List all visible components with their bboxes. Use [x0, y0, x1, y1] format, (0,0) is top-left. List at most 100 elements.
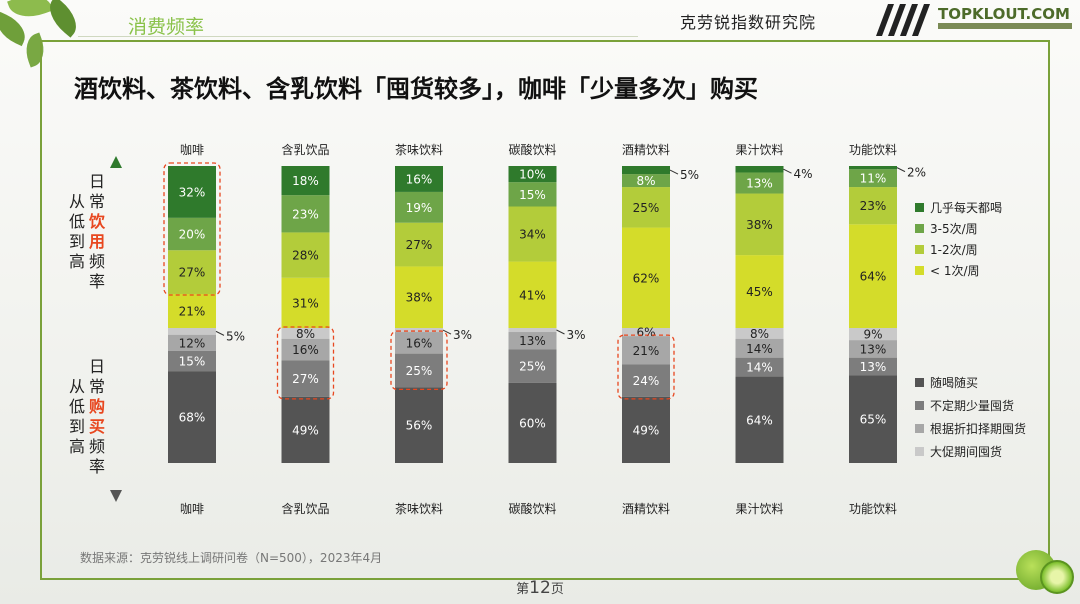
data-label: 27%: [406, 238, 433, 252]
legend-swatch: [915, 378, 924, 387]
bar-segment: [622, 328, 670, 337]
bar-segment: [622, 174, 670, 188]
bar-segment: [849, 224, 897, 328]
page-number: 第12页: [516, 578, 564, 598]
data-label: 16%: [406, 172, 433, 186]
bar-segment: [508, 206, 557, 262]
data-label: 56%: [406, 419, 433, 433]
bar-segment: [849, 166, 897, 170]
leader-line: [783, 168, 792, 174]
usage-axis-label: 频: [89, 252, 105, 271]
legend-label: 不定期少量囤货: [930, 398, 1014, 413]
content-frame: [40, 40, 1050, 580]
stripes-icon: [876, 4, 930, 36]
usage-axis-label: 饮: [88, 212, 106, 231]
bar-segment: [395, 222, 443, 267]
bar-segment: [168, 217, 216, 251]
data-label: 23%: [292, 207, 319, 221]
bar-segment: [281, 360, 330, 397]
usage-axis-label: 低: [69, 212, 85, 231]
legend-label: 随喝随买: [930, 375, 978, 390]
data-label: 10%: [519, 168, 546, 182]
category-label-bottom: 咖啡: [180, 501, 204, 516]
bar-segment: [622, 227, 670, 328]
bar-segment: [168, 350, 216, 372]
data-label: 16%: [406, 336, 433, 350]
data-label: 27%: [292, 372, 319, 386]
bar-segment: [281, 195, 330, 233]
purchase-axis-label: 低: [69, 397, 85, 416]
data-label: 15%: [179, 355, 206, 369]
bar-segment: [735, 328, 784, 339]
data-label: 21%: [633, 344, 660, 358]
legend-swatch: [915, 401, 924, 410]
data-label: 60%: [519, 416, 546, 430]
data-label: 12%: [179, 336, 206, 350]
leader-line: [556, 329, 565, 335]
data-source: 数据来源：克劳锐线上调研问卷（N=500），2023年4月: [80, 551, 383, 565]
legend-label: 3-5次/周: [930, 222, 978, 236]
bar-segment: [281, 232, 330, 278]
highlight-box: [617, 334, 675, 400]
data-label: 38%: [746, 218, 773, 232]
highlight-box: [163, 162, 221, 296]
bar-segment: [281, 328, 330, 339]
data-label: 24%: [633, 374, 660, 388]
data-label: 13%: [860, 342, 887, 356]
data-label: 16%: [292, 343, 319, 357]
purchase-axis-label: 到: [69, 417, 85, 436]
bar-segment: [735, 376, 784, 463]
bar-segment: [508, 382, 557, 463]
category-label-top: 功能饮料: [849, 143, 897, 157]
data-label: 13%: [746, 177, 773, 191]
data-label: 25%: [519, 360, 546, 374]
legend-swatch: [915, 224, 924, 233]
bar-segment: [508, 332, 557, 350]
logo-subtitle-strip: [938, 23, 1072, 29]
bar-segment: [849, 187, 897, 225]
bar-segment: [735, 166, 784, 173]
data-label: 28%: [292, 249, 319, 263]
purchase-axis-label: 频: [89, 437, 105, 456]
legend-swatch: [915, 447, 924, 456]
bar-segment: [508, 328, 557, 333]
bar-segment: [395, 166, 443, 192]
bar-segment: [622, 166, 670, 175]
legend-swatch: [915, 245, 924, 254]
bar-segment: [395, 328, 443, 333]
bar-segment: [168, 371, 216, 463]
purchase-axis-label: 买: [89, 417, 105, 436]
bar-segment: [622, 187, 670, 228]
data-label: 65%: [860, 413, 887, 427]
bar-segment: [849, 357, 897, 376]
bar-segment: [168, 328, 216, 335]
purchase-axis-label: 常: [89, 377, 105, 396]
data-label: 8%: [636, 174, 655, 188]
legend-label: 大促期间囤货: [930, 444, 1002, 459]
data-label: 64%: [860, 270, 887, 284]
data-label: 32%: [179, 185, 206, 199]
category-label-top: 酒精饮料: [622, 143, 670, 157]
category-label-bottom: 功能饮料: [849, 502, 897, 516]
purchase-axis-label: 购: [89, 397, 105, 416]
category-label-top: 茶味饮料: [395, 142, 443, 157]
bar-segment: [849, 340, 897, 358]
bar-segment: [735, 357, 784, 377]
data-label: 14%: [746, 342, 773, 356]
data-label: 11%: [860, 172, 887, 186]
leader-line: [215, 330, 225, 336]
data-label: 19%: [406, 201, 433, 215]
usage-axis-label: 日: [89, 172, 105, 191]
header-divider: [78, 36, 638, 37]
usage-axis-label: 从: [69, 192, 85, 211]
data-label: 6%: [636, 326, 655, 340]
data-label: 3%: [453, 328, 472, 342]
bar-segment: [168, 293, 216, 328]
data-label: 21%: [179, 304, 206, 318]
data-label: 25%: [406, 364, 433, 378]
bar-segment: [622, 336, 670, 365]
legend-swatch: [915, 266, 924, 275]
data-label: 5%: [680, 168, 699, 182]
purchase-axis-label: 率: [89, 457, 105, 476]
category-label-top: 果汁饮料: [735, 143, 783, 157]
